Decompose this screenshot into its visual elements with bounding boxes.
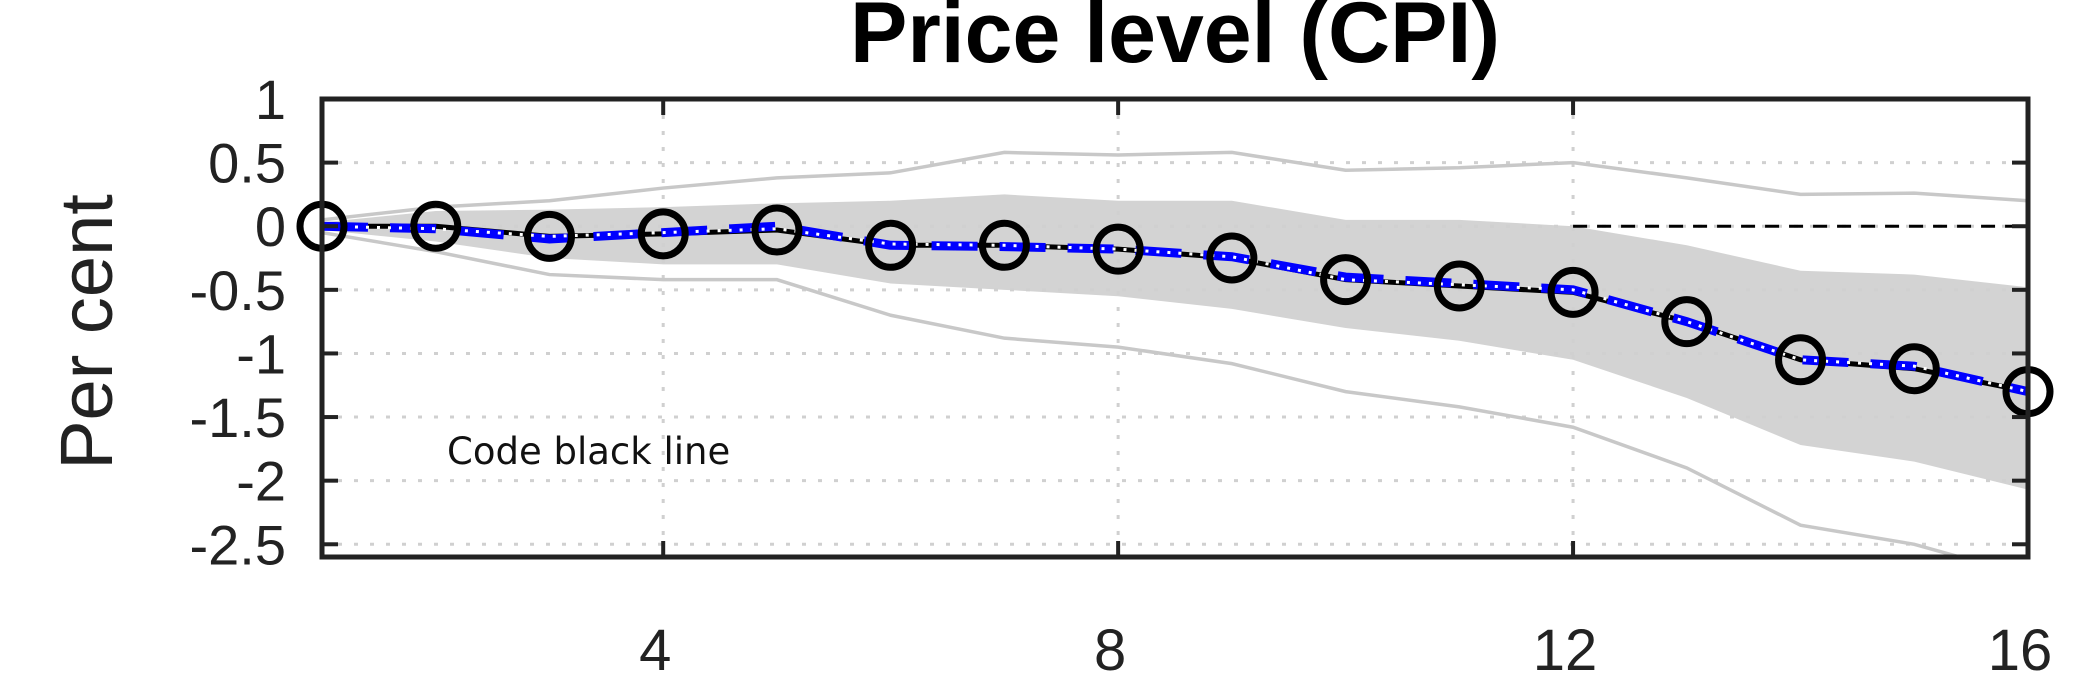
plot-content: [322, 99, 2028, 557]
outer-lower-line: [322, 230, 1967, 557]
data-point-marker: [1888, 343, 1940, 395]
y-tick-label: -1.5: [190, 386, 287, 449]
data-point-marker: [410, 200, 462, 252]
plot-frame: [319, 96, 2031, 560]
plot-area: 10.50-0.5-1-1.5-2-2.5 4 8 12 16: [190, 68, 2054, 683]
data-point-marker: [1206, 232, 1258, 284]
data-point-marker: [1433, 260, 1485, 312]
data-point-marker: [1661, 296, 1713, 348]
data-point-marker: [523, 210, 575, 262]
x-tick-label: 4: [639, 618, 671, 683]
y-tick-label: 0.5: [208, 132, 286, 195]
data-point-marker: [865, 219, 917, 271]
y-tick-label: 0: [255, 195, 286, 258]
y-tick-label: 1: [255, 68, 286, 131]
y-tick-label: -0.5: [190, 259, 287, 322]
data-point-marker: [1320, 254, 1372, 306]
x-tick-label: 16: [1988, 618, 2053, 683]
data-point-marker: [1775, 334, 1827, 386]
y-tick-label: -2: [236, 450, 286, 513]
data-point-marker: [1092, 223, 1144, 275]
x-tick-label: 12: [1533, 618, 1598, 683]
chart-annotation: Code black line: [447, 430, 730, 473]
data-point-marker: [978, 219, 1030, 271]
data-point-marker: [751, 204, 803, 256]
x-tick-label: 8: [1094, 618, 1126, 683]
data-point-marker: [637, 208, 689, 260]
outer-upper-line: [322, 150, 2028, 222]
series-blue-dashed-line: [322, 221, 2028, 397]
y-axis-label: Per cent: [45, 194, 128, 470]
y-tick-label: -2.5: [190, 513, 287, 576]
chart-title: Price level (CPI): [850, 0, 1500, 81]
y-tick-label: -1: [236, 322, 286, 385]
data-point-marker: [1547, 266, 1599, 318]
confidence-band: [322, 194, 2028, 490]
